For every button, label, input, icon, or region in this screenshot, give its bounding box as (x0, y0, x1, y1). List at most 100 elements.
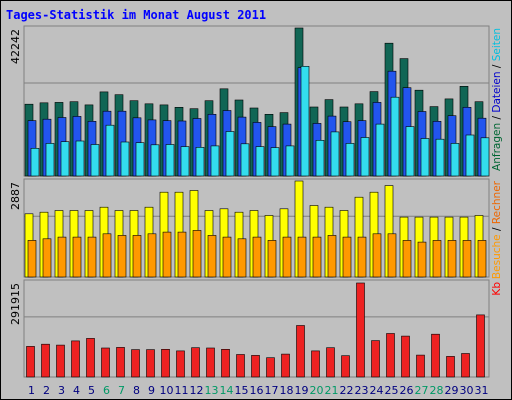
day-label-11: 11 (175, 384, 189, 397)
bar-rechner-day-10 (162, 231, 172, 278)
bar-rechner-day-8 (132, 235, 142, 278)
day-label-18: 18 (280, 384, 294, 397)
day-label-7: 7 (118, 384, 125, 397)
bar-rechner-day-24 (372, 233, 382, 278)
bar-kb-day-7 (116, 347, 125, 378)
series-legend-item: Seiten (491, 28, 503, 61)
bar-seiten-day-7 (120, 141, 130, 177)
day-label-5: 5 (88, 384, 95, 397)
bar-kb-day-22 (341, 355, 350, 378)
bar-rechner-day-21 (327, 235, 337, 278)
day-label-15: 15 (235, 384, 249, 397)
bar-seiten-day-21 (330, 131, 340, 177)
bar-seiten-day-23 (360, 137, 370, 177)
bar-rechner-day-30 (462, 240, 472, 278)
bar-kb-day-30 (461, 353, 470, 378)
day-label-26: 26 (400, 384, 414, 397)
bar-kb-day-10 (161, 348, 170, 378)
day-label-8: 8 (133, 384, 140, 397)
bar-kb-day-18 (281, 353, 290, 378)
axis-max-label: 42242 (9, 29, 22, 64)
bar-rechner-day-18 (282, 236, 292, 278)
day-label-16: 16 (250, 384, 264, 397)
bar-kb-day-8 (131, 349, 140, 378)
bar-seiten-day-8 (135, 142, 145, 177)
bar-kb-day-11 (176, 350, 185, 378)
bar-seiten-day-19 (300, 66, 310, 177)
chart-panels: 42242 Anfragen / Dateien / Seiten 2887 Besu… (9, 25, 503, 378)
series-legend-item: / (491, 224, 503, 234)
panel-2: 2887 Besuche / Rechner (9, 178, 503, 279)
bar-seiten-day-30 (465, 134, 475, 177)
bar-rechner-day-20 (312, 236, 322, 278)
bar-rechner-day-5 (87, 236, 97, 278)
bar-kb-day-23 (356, 282, 365, 378)
day-label-20: 20 (310, 384, 324, 397)
series-legend-item: Rechner (491, 180, 503, 224)
bar-rechner-day-15 (237, 238, 247, 278)
bar-seiten-day-28 (435, 138, 445, 177)
bar-seiten-day-2 (45, 143, 55, 177)
series-legend-item: Anfragen (491, 123, 503, 171)
bar-seiten-day-10 (165, 144, 175, 177)
bar-kb-day-6 (101, 347, 110, 378)
bar-kb-day-25 (386, 333, 395, 378)
chart-title: Tages-Statistik im Monat August 2011 (6, 8, 266, 22)
bar-seiten-day-14 (225, 131, 235, 177)
day-label-25: 25 (385, 384, 399, 397)
bar-seiten-day-26 (405, 126, 415, 177)
day-label-12: 12 (190, 384, 204, 397)
day-label-10: 10 (160, 384, 174, 397)
bar-kb-day-2 (41, 343, 50, 378)
bar-seiten-day-13 (210, 145, 220, 177)
day-label-14: 14 (220, 384, 234, 397)
day-label-30: 30 (460, 384, 474, 397)
day-label-4: 4 (73, 384, 80, 397)
bar-seiten-day-1 (30, 148, 40, 177)
x-axis-day-labels: 1 2 3 4 5 6 7 8 9 10 11 12 13 14 15 16 17 18 19 20 21 22 23 24 2… (28, 384, 489, 397)
bar-kb-day-21 (326, 347, 335, 378)
bar-kb-day-12 (191, 347, 200, 378)
panel-3: 291915 Kb (9, 279, 503, 378)
bar-kb-day-29 (446, 356, 455, 378)
bar-seiten-day-9 (150, 144, 160, 177)
panel-1: 42242 Anfragen / Dateien / Seiten (9, 25, 503, 177)
bar-rechner-day-7 (117, 235, 127, 278)
bar-kb-day-24 (371, 340, 380, 378)
day-label-23: 23 (355, 384, 369, 397)
bar-seiten-day-11 (180, 146, 190, 177)
bar-rechner-day-26 (402, 240, 412, 278)
axis-max-label: 291915 (9, 283, 22, 325)
bar-seiten-day-24 (375, 123, 385, 177)
bar-seiten-day-18 (285, 145, 295, 177)
series-legend: Anfragen / Dateien / Seiten (491, 28, 503, 171)
bar-rechner-day-19 (297, 236, 307, 278)
day-label-31: 31 (475, 384, 489, 397)
bar-seiten-day-29 (450, 143, 460, 177)
day-label-6: 6 (103, 384, 110, 397)
bar-rechner-day-17 (267, 240, 277, 278)
bar-seiten-day-17 (270, 147, 280, 177)
bar-kb-day-20 (311, 350, 320, 378)
day-label-9: 9 (148, 384, 155, 397)
bar-rechner-day-14 (222, 236, 232, 278)
bar-kb-day-14 (221, 348, 230, 378)
bar-rechner-day-2 (42, 238, 52, 278)
day-label-21: 21 (325, 384, 339, 397)
bar-seiten-day-3 (60, 141, 70, 177)
bar-kb-day-16 (251, 355, 260, 378)
bar-kb-day-31 (476, 314, 485, 378)
day-label-22: 22 (340, 384, 354, 397)
bar-kb-day-15 (236, 354, 245, 378)
series-legend: Kb (491, 282, 503, 296)
bar-kb-day-19 (296, 325, 305, 378)
bar-kb-day-4 (71, 340, 80, 378)
bar-rechner-day-31 (477, 240, 487, 278)
bar-rechner-day-13 (207, 235, 217, 278)
bar-kb-day-1 (26, 346, 35, 378)
series-legend: Besuche / Rechner (491, 180, 503, 279)
bar-seiten-day-16 (255, 146, 265, 177)
day-label-19: 19 (295, 384, 309, 397)
bar-rechner-day-25 (387, 233, 397, 278)
